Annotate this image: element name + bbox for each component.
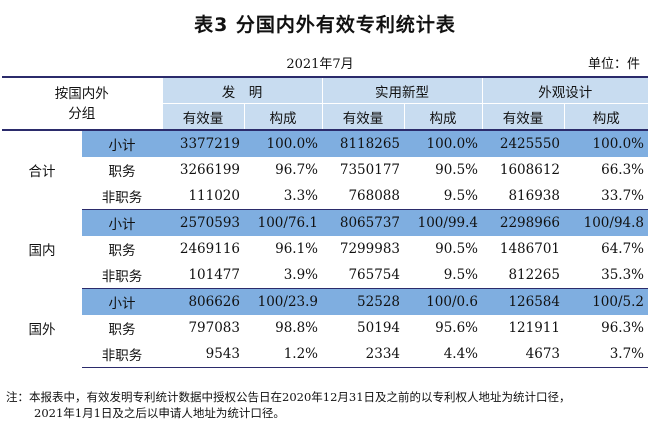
table-cell: 3.9% xyxy=(244,262,322,289)
table-cell: 96.3% xyxy=(601,320,644,336)
row-label: 非职务 xyxy=(82,183,162,210)
patent-table: 按国内外 分组 发 明 实用新型 外观设计 有效量 构成 有效量 构成 有效量 … xyxy=(2,76,648,368)
table-cell: 95.6% xyxy=(435,320,478,336)
table-cell: 96.1% xyxy=(275,241,318,257)
table-row: 非职务 101477 3.9% 765754 9.5% 812265 35.3% xyxy=(2,262,648,289)
table-cell: 806626 xyxy=(162,288,244,315)
row-label: 小计 xyxy=(82,288,162,315)
table-cell: 1608612 xyxy=(499,162,560,178)
table-cell: 33.7% xyxy=(564,183,648,210)
table-row: 合计 小计 3377219 100.0% 8118265 100.0% 2425… xyxy=(2,130,648,210)
table-cell: 2570593 xyxy=(162,209,244,236)
footnote-line1: 注：本报表中，有效发明专利统计数据中授权公告日在2020年12月31日及之前的以… xyxy=(6,390,571,404)
table-cell: 768088 xyxy=(322,183,404,210)
row-label: 小计 xyxy=(82,209,162,236)
subheader-count: 有效量 xyxy=(481,103,564,131)
subheader-count: 有效量 xyxy=(321,103,404,131)
table-row: 职务 2469116 96.1% 7299983 90.5% 1486701 6… xyxy=(2,236,648,262)
row-label: 职务 xyxy=(108,322,136,338)
table-cell: 100/5.2 xyxy=(564,288,648,315)
table-cell: 7299983 xyxy=(339,241,400,257)
header-invention: 发 明 xyxy=(161,77,322,104)
row-label: 职务 xyxy=(108,164,136,180)
footnote: 注：本报表中，有效发明专利统计数据中授权公告日在2020年12月31日及之前的以… xyxy=(6,389,646,421)
subheader-count: 有效量 xyxy=(161,103,244,131)
table-cell: 90.5% xyxy=(435,162,478,178)
table-cell: 4673 xyxy=(482,341,564,368)
header-utility-model: 实用新型 xyxy=(321,77,482,104)
table-cell: 2334 xyxy=(322,341,404,368)
table-cell: 66.3% xyxy=(601,162,644,178)
corner-header-line1: 按国内外 xyxy=(54,85,109,102)
table-cell: 100/0.6 xyxy=(404,288,482,315)
table-cell: 100.0% xyxy=(404,130,482,157)
table-cell: 3.7% xyxy=(564,341,648,368)
table-cell: 111020 xyxy=(162,183,244,210)
table-cell: 1486701 xyxy=(499,241,560,257)
table-row: 国外 小计 806626 100/23.9 52528 100/0.6 1265… xyxy=(2,288,648,368)
table-row: 非职务 9543 1.2% 2334 4.4% 4673 3.7% xyxy=(2,341,648,368)
table-cell: 8065737 xyxy=(322,209,404,236)
footnote-line2: 2021年1月1日及之后以申请人地址为统计口径。 xyxy=(34,406,285,420)
row-label: 小计 xyxy=(82,130,162,157)
header-design: 外观设计 xyxy=(481,77,648,104)
subheader-share: 构成 xyxy=(563,103,648,131)
table-cell: 100.0% xyxy=(564,130,648,157)
table-cell: 35.3% xyxy=(564,262,648,289)
table-cell: 7350177 xyxy=(339,162,400,178)
corner-header: 按国内外 分组 xyxy=(2,77,162,131)
group-label-total: 合计 xyxy=(2,130,82,210)
row-label: 职务 xyxy=(108,243,136,259)
table-cell: 2298966 xyxy=(482,209,564,236)
table-cell: 3377219 xyxy=(162,130,244,157)
table-cell: 2425550 xyxy=(482,130,564,157)
table-cell: 1.2% xyxy=(244,341,322,368)
table-cell: 100.0% xyxy=(244,130,322,157)
table-cell: 100/99.4 xyxy=(404,209,482,236)
table-cell: 100/94.8 xyxy=(564,209,648,236)
unit-label: 单位：件 xyxy=(587,57,640,72)
table-cell: 3266199 xyxy=(179,162,240,178)
row-label: 非职务 xyxy=(82,341,162,368)
table-title: 表3 分国内外有效专利统计表 xyxy=(194,14,456,36)
group-label-domestic: 国内 xyxy=(2,209,82,289)
table-cell: 4.4% xyxy=(404,341,482,368)
table-cell: 121911 xyxy=(508,320,560,336)
table-cell: 100/23.9 xyxy=(244,288,322,315)
table-cell: 100/76.1 xyxy=(244,209,322,236)
corner-header-line2: 分组 xyxy=(68,105,96,122)
table-cell: 3.3% xyxy=(244,183,322,210)
table-row: 职务 797083 98.8% 50194 95.6% 121911 96.3% xyxy=(2,315,648,341)
table-cell: 64.7% xyxy=(601,241,644,257)
group-label-foreign: 国外 xyxy=(2,288,82,368)
table-cell: 2469116 xyxy=(179,241,240,257)
table-cell: 765754 xyxy=(322,262,404,289)
table-cell: 96.7% xyxy=(275,162,318,178)
subheader-share: 构成 xyxy=(243,103,322,131)
table-cell: 126584 xyxy=(482,288,564,315)
table-cell: 812265 xyxy=(482,262,564,289)
table-cell: 9.5% xyxy=(404,262,482,289)
table-cell: 50194 xyxy=(357,320,400,336)
table-row: 非职务 111020 3.3% 768088 9.5% 816938 33.7% xyxy=(2,183,648,210)
row-label: 非职务 xyxy=(82,262,162,289)
table-cell: 9543 xyxy=(162,341,244,368)
table-cell: 52528 xyxy=(322,288,404,315)
table-cell: 90.5% xyxy=(435,241,478,257)
table-cell: 8118265 xyxy=(322,130,404,157)
table-cell: 101477 xyxy=(162,262,244,289)
report-date: 2021年7月 xyxy=(286,57,354,72)
table-row: 国内 小计 2570593 100/76.1 8065737 100/99.4 … xyxy=(2,209,648,289)
table-row: 职务 3266199 96.7% 7350177 90.5% 1608612 6… xyxy=(2,157,648,183)
table-cell: 797083 xyxy=(188,320,240,336)
table-cell: 9.5% xyxy=(404,183,482,210)
table-cell: 816938 xyxy=(482,183,564,210)
table-cell: 98.8% xyxy=(275,320,318,336)
subheader-share: 构成 xyxy=(403,103,482,131)
